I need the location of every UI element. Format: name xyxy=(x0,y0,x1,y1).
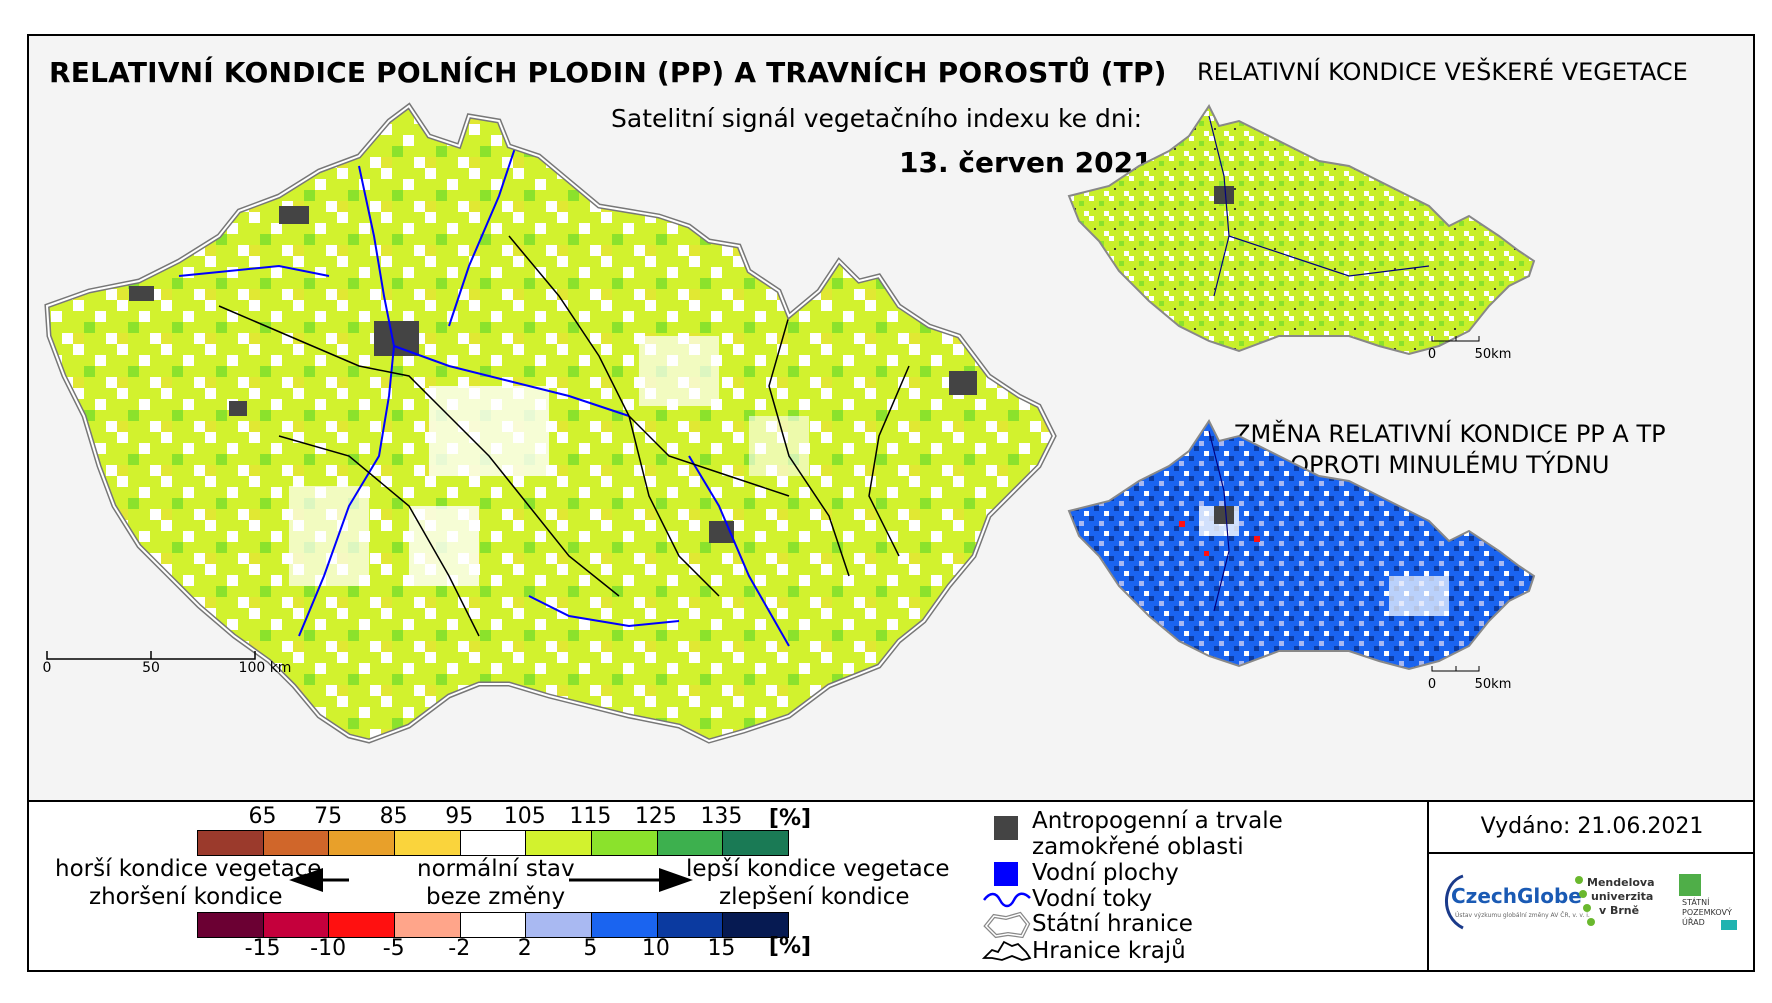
issued-date: Vydáno: 21.06.2021 xyxy=(1429,802,1755,854)
change-scale-swatch xyxy=(329,913,396,937)
spu-cyan-bar-icon xyxy=(1721,920,1737,930)
mendelu-dots-icon xyxy=(1575,876,1595,926)
condition-scale-tick-label: 135 xyxy=(700,804,743,829)
normal-state-label: normální stav xyxy=(417,856,575,882)
veg-scale-0: 0 xyxy=(1428,347,1436,362)
condition-scale-swatch xyxy=(657,831,724,855)
condition-scale-tick-label: 115 xyxy=(569,804,612,829)
change-inset-title-line2: OPROTI MINULÉMU TÝDNU xyxy=(1290,451,1610,479)
main-scale-100: 100 km xyxy=(239,660,292,676)
condition-scale-swatch xyxy=(395,831,461,855)
condition-scale-swatch xyxy=(329,831,396,855)
condition-scale-swatch xyxy=(198,831,264,855)
no-change-label: beze změny xyxy=(426,884,566,910)
condition-scale-tick-label: 85 xyxy=(379,804,408,829)
change-scale-swatch xyxy=(723,913,789,937)
change-scale-0: 0 xyxy=(1428,677,1436,692)
condition-scale-tick-label: 105 xyxy=(503,804,546,829)
change-scale-swatch xyxy=(592,913,658,937)
state-border-icon xyxy=(983,911,1031,939)
change-scale-swatch xyxy=(263,913,330,937)
change-scale-tick-label: 10 xyxy=(641,936,670,961)
arrows-graphic xyxy=(289,868,693,892)
condition-scale-tick-label: 125 xyxy=(634,804,677,829)
change-scale-tick-label: 15 xyxy=(707,936,736,961)
spu-line1: STÁTNÍ xyxy=(1682,898,1710,907)
change-scale-50: 50km xyxy=(1475,677,1512,692)
change-scale-swatch xyxy=(198,913,264,937)
condition-scale-swatch xyxy=(592,831,658,855)
change-scale-tick-label: -5 xyxy=(382,936,405,961)
mendelu-line2: univerzita xyxy=(1591,890,1654,903)
change-scale-swatch xyxy=(526,913,593,937)
water-surface-label: Vodní plochy xyxy=(1032,860,1179,886)
worse-condition-label: horší kondice vegetace xyxy=(55,856,322,882)
water-surface-swatch xyxy=(994,862,1018,886)
right-arrow-icon xyxy=(569,868,693,892)
vegetation-inset-title: RELATIVNÍ KONDICE VEŠKERÉ VEGETACE xyxy=(1197,58,1688,86)
region-border-label: Hranice krajů xyxy=(1032,938,1186,964)
map-frame: RELATIVNÍ KONDICE POLNÍCH PLODIN (PP) A … xyxy=(27,34,1755,972)
antropogenic-label: Antropogenní a trvale zamokřené oblasti xyxy=(1032,808,1283,860)
main-map: 0 50 100 km 0 50km xyxy=(43,36,1536,800)
change-inset-map: 0 50km xyxy=(1067,419,1536,692)
subtitle: Satelitní signál vegetačního indexu ke d… xyxy=(611,104,1143,133)
condition-scale-tick-label: 75 xyxy=(314,804,343,829)
change-scale-swatch xyxy=(395,913,461,937)
region-border-icon xyxy=(982,940,1032,961)
main-scale-0: 0 xyxy=(43,660,52,676)
czechglobe-name: CzechGlobe xyxy=(1451,884,1582,908)
condition-scale-swatch xyxy=(723,831,789,855)
condition-scale-tick-label: 95 xyxy=(445,804,474,829)
issued-logo-box: Vydáno: 21.06.2021 CzechGlobe Ústav výzk… xyxy=(1427,802,1755,970)
change-scale-tick-label: 2 xyxy=(517,936,532,961)
change-scale-tick-label: -10 xyxy=(310,936,347,961)
antropogenic-swatch xyxy=(994,816,1018,840)
main-title: RELATIVNÍ KONDICE POLNÍCH PLODIN (PP) A … xyxy=(49,56,1167,89)
state-border-label: Státní hranice xyxy=(1032,911,1193,937)
left-arrow-icon xyxy=(289,868,349,892)
spu-line2: POZEMKOVÝ xyxy=(1682,908,1732,917)
vegetation-inset-map: 0 50km xyxy=(1067,104,1536,362)
river-line-icon xyxy=(983,892,1031,908)
veg-scale-50: 50km xyxy=(1475,347,1512,362)
czechglobe-arc-icon xyxy=(1445,874,1464,930)
map-panel: RELATIVNÍ KONDICE POLNÍCH PLODIN (PP) A … xyxy=(29,36,1753,802)
change-scale-swatch xyxy=(657,913,724,937)
spu-line3: ÚŘAD xyxy=(1682,918,1705,927)
change-unit: [%] xyxy=(768,934,812,959)
condition-unit: [%] xyxy=(768,806,812,831)
condition-scale-swatch xyxy=(526,831,593,855)
mendelu-line1: Mendelova xyxy=(1587,876,1655,889)
change-inset-title: ZMĚNA RELATIVNÍ KONDICE PP A TP OPROTI M… xyxy=(1234,419,1666,481)
spu-green-square-icon xyxy=(1679,874,1701,896)
better-condition-label: lepší kondice vegetace xyxy=(686,856,950,882)
czechglobe-subtitle: Ústav výzkumu globální změny AV ČR, v. v… xyxy=(1455,912,1590,919)
worsening-label: zhoršení kondice xyxy=(89,884,283,910)
change-scale-tick-label: 5 xyxy=(583,936,598,961)
change-scale-tick-label: -2 xyxy=(448,936,471,961)
condition-scale-tick-label: 65 xyxy=(248,804,277,829)
condition-scale-swatch xyxy=(263,831,330,855)
change-scale-tick-label: -15 xyxy=(244,936,281,961)
change-scale-swatch xyxy=(460,913,527,937)
river-label: Vodní toky xyxy=(1032,886,1153,912)
condition-scale-swatch xyxy=(460,831,527,855)
legend-panel: 65 75 85 95 105 115 125 135 [%] -15 -10 -5 -2 2 5 10 1… xyxy=(29,802,1755,970)
change-inset-title-line1: ZMĚNA RELATIVNÍ KONDICE PP A TP xyxy=(1234,420,1666,448)
map-date: 13. červen 2021 xyxy=(899,146,1153,179)
main-scalebar: 0 50 100 km xyxy=(43,651,292,676)
main-scale-50: 50 xyxy=(142,660,160,676)
improvement-label: zlepšení kondice xyxy=(719,884,910,910)
mendelu-line3: v Brně xyxy=(1599,904,1640,917)
